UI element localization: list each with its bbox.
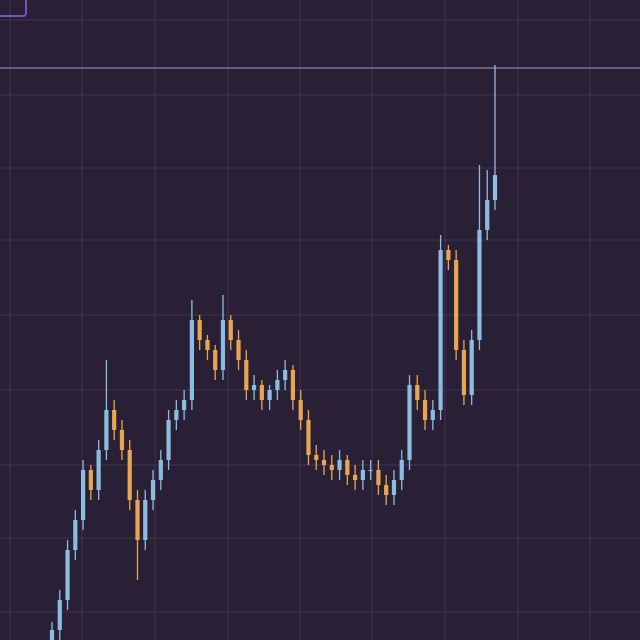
candle-body	[353, 475, 358, 480]
candle-body	[127, 450, 132, 500]
candle-body	[228, 320, 233, 340]
candle-body	[275, 380, 280, 390]
candle-body	[283, 370, 288, 380]
candle-body	[306, 420, 311, 455]
candle-body	[384, 485, 389, 495]
candle-body	[461, 350, 467, 395]
candle-body	[492, 175, 498, 200]
candle-body	[166, 420, 171, 460]
candle-body	[485, 200, 490, 230]
candle-body	[438, 250, 443, 410]
candle-body	[407, 385, 412, 460]
candle-body	[422, 400, 428, 420]
candle-body	[360, 470, 365, 480]
candle-body	[314, 455, 319, 460]
candle-body	[290, 370, 296, 400]
candle-body	[49, 630, 55, 640]
candle-body	[182, 400, 187, 410]
candle-body	[415, 385, 420, 400]
candle-body	[454, 260, 459, 350]
candle-body	[80, 470, 86, 520]
candle-body	[236, 340, 241, 360]
candle-body	[57, 600, 62, 630]
candle-body	[143, 500, 148, 540]
candle-body	[399, 460, 404, 480]
candle-body	[259, 385, 264, 400]
candle-body	[368, 470, 373, 471]
candle-body	[244, 360, 249, 390]
candle-body	[88, 470, 93, 490]
candle-body	[469, 340, 474, 395]
candle-body	[174, 410, 179, 420]
candle-body	[267, 390, 272, 400]
candle-body	[158, 460, 163, 480]
candle-body	[65, 550, 70, 600]
candle-body	[391, 480, 397, 495]
candle-body	[112, 410, 117, 430]
candle-body	[430, 410, 435, 420]
candle-body	[345, 460, 350, 475]
candle-body	[104, 410, 109, 450]
corner-box	[0, 0, 27, 17]
vertical-grid	[9, 0, 591, 640]
candle-body	[376, 470, 381, 485]
candle-body	[205, 340, 210, 350]
candle-body	[189, 320, 194, 400]
candle-body	[251, 385, 257, 390]
candle-body	[197, 320, 202, 340]
candle-body	[329, 465, 334, 470]
candle-body	[321, 460, 327, 465]
candle-body	[96, 450, 101, 490]
candle-body	[446, 250, 451, 260]
candle-body	[220, 320, 226, 370]
candle-body	[213, 350, 218, 370]
candle-body	[119, 430, 125, 450]
candle-body	[298, 400, 303, 420]
candle-body	[73, 520, 78, 550]
candle-body	[477, 230, 482, 340]
candle-body	[135, 500, 140, 540]
candle-body	[150, 480, 156, 500]
candle-body	[337, 460, 342, 470]
